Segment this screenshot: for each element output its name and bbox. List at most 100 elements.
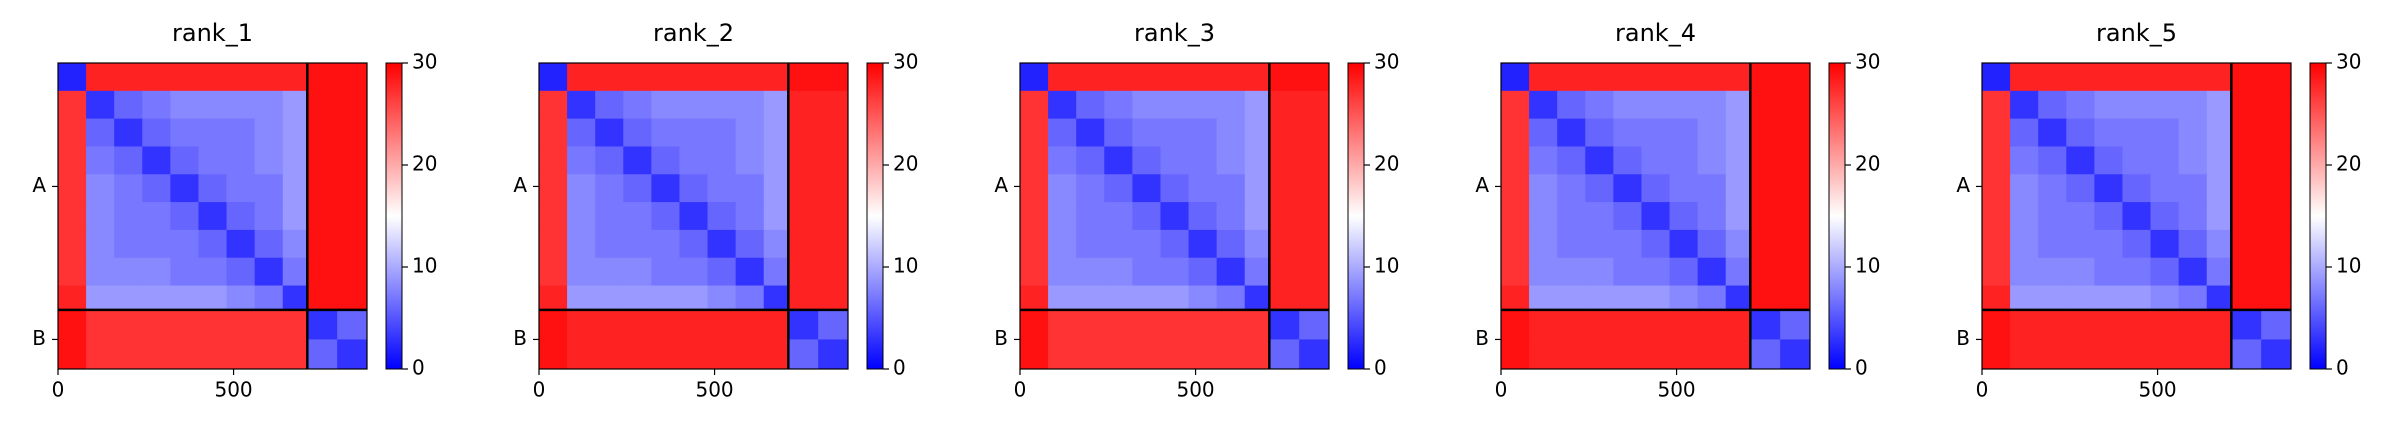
heatmap-cell xyxy=(2038,285,2067,311)
heatmap-cell xyxy=(1725,90,1751,120)
heatmap-cell xyxy=(1669,309,1699,340)
heatmap-cell xyxy=(1269,146,1300,175)
heatmap-cell xyxy=(2066,285,2095,311)
heatmap-cell xyxy=(2038,229,2067,259)
heatmap-cell xyxy=(1048,146,1077,175)
colorbar-tick-label: 20 xyxy=(412,152,437,176)
heatmap-cell xyxy=(1501,146,1530,175)
heatmap-cell xyxy=(707,257,737,287)
heatmap-cell xyxy=(1750,63,1781,92)
heatmap-cell xyxy=(1244,202,1270,231)
heatmap-cell xyxy=(2150,118,2180,147)
heatmap-cell xyxy=(2122,202,2152,231)
heatmap-cell xyxy=(735,257,765,287)
heatmap-cell xyxy=(1750,257,1781,287)
heatmap-cell xyxy=(818,118,849,147)
x-tick-label: 0 xyxy=(1014,378,1027,402)
heatmap-cell xyxy=(1104,285,1133,311)
colorbar xyxy=(866,62,884,370)
heatmap-cell xyxy=(1020,174,1049,203)
heatmap-cell xyxy=(539,118,568,147)
heatmap-cell xyxy=(1557,146,1586,175)
heatmap-cell xyxy=(1557,257,1586,287)
heatmap-cell xyxy=(170,118,199,147)
heatmap-cell xyxy=(2122,118,2152,147)
heatmap-cell xyxy=(2261,63,2292,92)
heatmap-cell xyxy=(1613,309,1642,340)
heatmap-cell xyxy=(1020,285,1049,311)
heatmap-cell xyxy=(1613,174,1642,203)
heatmap-cell xyxy=(86,90,115,120)
heatmap-cell xyxy=(1104,90,1133,120)
heatmap-cell xyxy=(1725,229,1751,259)
heatmap-cell xyxy=(282,90,308,120)
x-tick-label: 500 xyxy=(214,378,252,402)
heatmap-cell xyxy=(735,229,765,259)
heatmap-cell xyxy=(788,257,819,287)
heatmap-cell xyxy=(567,118,596,147)
heatmap-cell xyxy=(1299,339,1330,370)
x-tick-label: 0 xyxy=(533,378,546,402)
heatmap-cell xyxy=(651,285,680,311)
heatmap-cell xyxy=(595,285,624,311)
heatmap-cell xyxy=(567,339,596,370)
heatmap-cell xyxy=(763,63,789,92)
heatmap-cell xyxy=(1216,229,1246,259)
heatmap-cell xyxy=(198,309,228,340)
heatmap-cell xyxy=(1529,339,1558,370)
colorbar-tick-label: 0 xyxy=(893,356,906,380)
heatmap-cell xyxy=(1160,174,1190,203)
axes-frame xyxy=(1019,62,1330,370)
heatmap-cell xyxy=(1104,118,1133,147)
heatmap-cell xyxy=(2206,146,2232,175)
heatmap-cell xyxy=(1244,285,1270,311)
heatmap-cell xyxy=(282,118,308,147)
heatmap-cell xyxy=(1244,118,1270,147)
y-tick-label: A xyxy=(513,173,527,197)
heatmap-cell xyxy=(1048,339,1077,370)
heatmap-cell xyxy=(1269,118,1300,147)
heatmap-cell xyxy=(307,63,338,92)
heatmap-cell xyxy=(1160,63,1190,92)
heatmap-cell xyxy=(2231,202,2262,231)
heatmap-cell xyxy=(651,146,680,175)
heatmap-cell xyxy=(763,285,789,311)
x-tick-label: 0 xyxy=(52,378,65,402)
heatmap-cell xyxy=(2010,90,2039,120)
heatmap-cell xyxy=(254,202,284,231)
heatmap-cell xyxy=(226,174,256,203)
heatmap-cell xyxy=(1132,90,1161,120)
heatmap-cell xyxy=(539,257,568,287)
heatmap-cell xyxy=(1188,174,1218,203)
heatmap-cell xyxy=(539,63,568,92)
colorbar-tick-label: 20 xyxy=(1855,152,1880,176)
heatmap-cell xyxy=(254,339,284,370)
heatmap-cell xyxy=(1020,257,1049,287)
heatmap-cell xyxy=(1132,339,1161,370)
y-tick-label: B xyxy=(1956,326,1970,350)
heatmap-cell xyxy=(788,118,819,147)
heatmap-cell xyxy=(1244,174,1270,203)
heatmap-cell xyxy=(307,285,338,311)
heatmap-cell xyxy=(2178,309,2208,340)
heatmap-cell xyxy=(1641,229,1671,259)
heatmap-cell xyxy=(1076,63,1105,92)
heatmap-cell xyxy=(142,146,171,175)
heatmap-cell xyxy=(679,146,709,175)
heatmap-cell xyxy=(1982,339,2011,370)
heatmap-cell xyxy=(337,63,368,92)
heatmap-cell xyxy=(1585,174,1614,203)
heatmap-cell xyxy=(1216,257,1246,287)
heatmap-cell xyxy=(2261,285,2292,311)
heatmap-cell xyxy=(1725,174,1751,203)
heatmap-cell xyxy=(1982,285,2011,311)
heatmap-cell xyxy=(1160,90,1190,120)
heatmap-cell xyxy=(1104,174,1133,203)
heatmap-cell xyxy=(1104,202,1133,231)
heatmap-cell xyxy=(2122,285,2152,311)
heatmap-cell xyxy=(679,202,709,231)
heatmap-cell xyxy=(539,309,568,340)
heatmap-cell xyxy=(707,339,737,370)
heatmap-cell xyxy=(1299,63,1330,92)
panel-title: rank_4 xyxy=(1615,19,1696,47)
